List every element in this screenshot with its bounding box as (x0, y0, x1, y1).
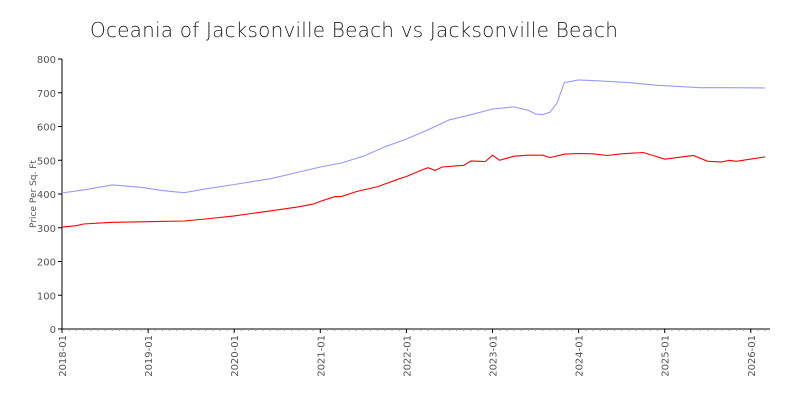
x-tick-label: 2020-01 (230, 335, 241, 377)
y-axis-label: Price Per Sq. Ft (29, 160, 39, 228)
series-line-1 (61, 151, 766, 228)
series-line-0 (61, 79, 766, 194)
y-tick-label: 200 (37, 258, 56, 269)
y-tick-label: 700 (37, 89, 56, 100)
y-tick-label: 0 (50, 325, 56, 336)
y-tick-label: 400 (37, 190, 56, 201)
x-tick-label: 2019-01 (144, 335, 155, 377)
x-tick-label: 2022-01 (402, 335, 413, 377)
x-tick-label: 2024-01 (575, 335, 586, 377)
x-tick-label: 2026-01 (747, 335, 758, 377)
y-tick-label: 500 (37, 156, 56, 167)
y-tick-label: 300 (37, 224, 56, 235)
chart-title: Oceania of Jacksonville Beach vs Jackson… (90, 18, 619, 42)
x-tick-label: 2018-01 (58, 335, 69, 377)
y-tick-label: 100 (37, 291, 56, 302)
y-tick-label: 600 (37, 123, 56, 134)
y-tick-label: 800 (37, 55, 56, 66)
x-tick-label: 2021-01 (316, 335, 327, 377)
x-tick-label: 2023-01 (489, 335, 500, 377)
x-tick-label: 2025-01 (661, 335, 672, 377)
